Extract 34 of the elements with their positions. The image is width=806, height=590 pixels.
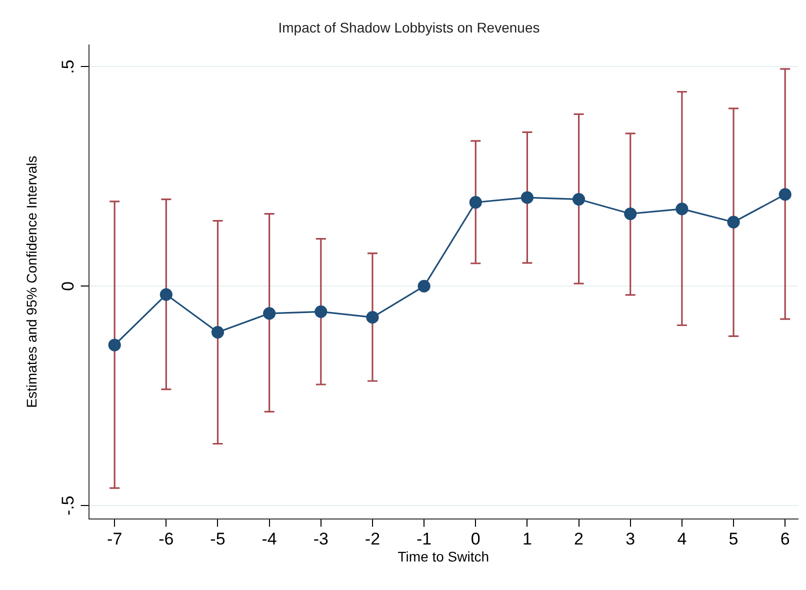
x-tick-label: 5 bbox=[728, 530, 738, 549]
x-tick-label: -2 bbox=[364, 530, 380, 549]
point bbox=[727, 216, 740, 228]
x-tick-label: -3 bbox=[313, 530, 328, 549]
point bbox=[572, 192, 586, 206]
point bbox=[366, 311, 379, 324]
x-tick-label: 3 bbox=[626, 530, 636, 549]
x-tick-label: -4 bbox=[262, 530, 277, 549]
point bbox=[469, 196, 482, 209]
y-tick-label: .5 bbox=[58, 60, 78, 74]
x-tick-label: 1 bbox=[522, 530, 532, 549]
chart-title: Impact of Shadow Lobbyists on Revenues bbox=[278, 19, 540, 36]
y-tick-label: -.5 bbox=[58, 496, 78, 516]
point bbox=[418, 280, 430, 292]
point bbox=[676, 202, 688, 216]
x-tick-label: 4 bbox=[677, 530, 687, 549]
x-tick-label: -5 bbox=[210, 530, 226, 549]
x-tick-label: -1 bbox=[416, 530, 432, 549]
point bbox=[520, 191, 534, 204]
point bbox=[263, 307, 276, 320]
x-tick-label: 6 bbox=[780, 530, 790, 549]
y-axis-title: Estimates and 95% Confidence Intervals bbox=[23, 156, 40, 408]
x-axis-title: Time to Switch bbox=[398, 548, 490, 564]
y-tick-label: 0 bbox=[58, 281, 78, 291]
x-tick-label: 2 bbox=[574, 530, 584, 549]
point bbox=[211, 326, 224, 339]
point bbox=[778, 188, 792, 201]
point bbox=[108, 338, 121, 352]
x-tick-label: 0 bbox=[470, 530, 480, 549]
x-tick-label: -6 bbox=[158, 530, 174, 549]
point bbox=[160, 288, 172, 301]
x-tick-label: -7 bbox=[107, 530, 122, 549]
point bbox=[314, 305, 328, 318]
point bbox=[624, 207, 637, 220]
